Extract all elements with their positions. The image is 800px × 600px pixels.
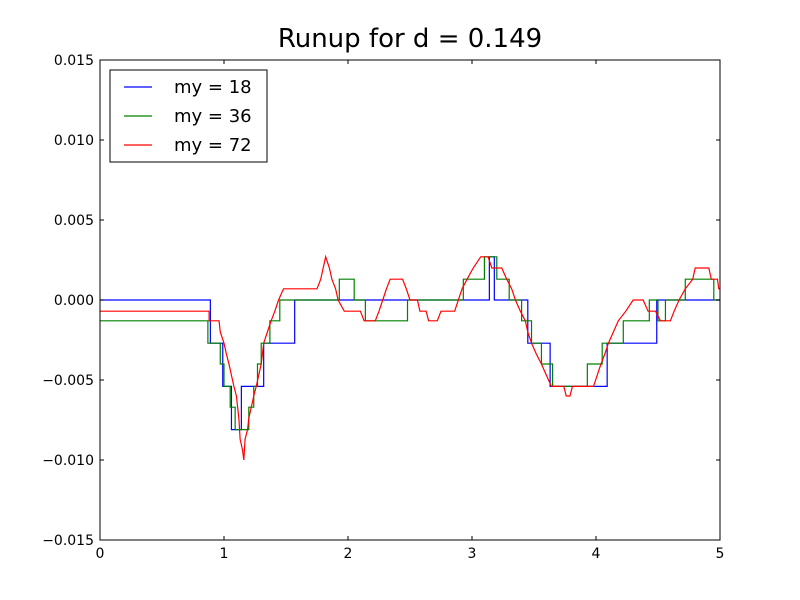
x-tick-label: 0 xyxy=(96,546,105,562)
y-tick-label: −0.005 xyxy=(42,373,94,389)
legend: my = 18 my = 36 my = 72 xyxy=(109,69,268,163)
y-tick-label: 0.005 xyxy=(54,213,94,229)
x-tick-label: 2 xyxy=(344,546,353,562)
x-tick-label: 5 xyxy=(716,546,725,562)
y-tick-label: 0.010 xyxy=(54,133,94,149)
y-tick-label: 0.015 xyxy=(54,53,94,69)
legend-label: my = 72 xyxy=(174,135,252,156)
series-line-2 xyxy=(100,256,720,431)
x-tick-label: 4 xyxy=(592,546,601,562)
x-tick-label: 3 xyxy=(468,546,477,562)
series-line-3 xyxy=(100,254,720,461)
series-layer xyxy=(100,254,720,461)
legend-label: my = 18 xyxy=(174,77,252,98)
y-tick-label: −0.015 xyxy=(42,533,94,549)
y-tick-label: −0.010 xyxy=(42,453,94,469)
chart-title: Runup for d = 0.149 xyxy=(278,24,542,54)
axis-ticks: 0 1 2 3 4 5 −0.015 −0.010 −0.005 0.000 0.005 0.010 0… xyxy=(42,53,724,562)
y-tick-label: 0.000 xyxy=(54,293,94,309)
legend-label: my = 36 xyxy=(174,106,252,127)
x-tick-label: 1 xyxy=(220,546,229,562)
